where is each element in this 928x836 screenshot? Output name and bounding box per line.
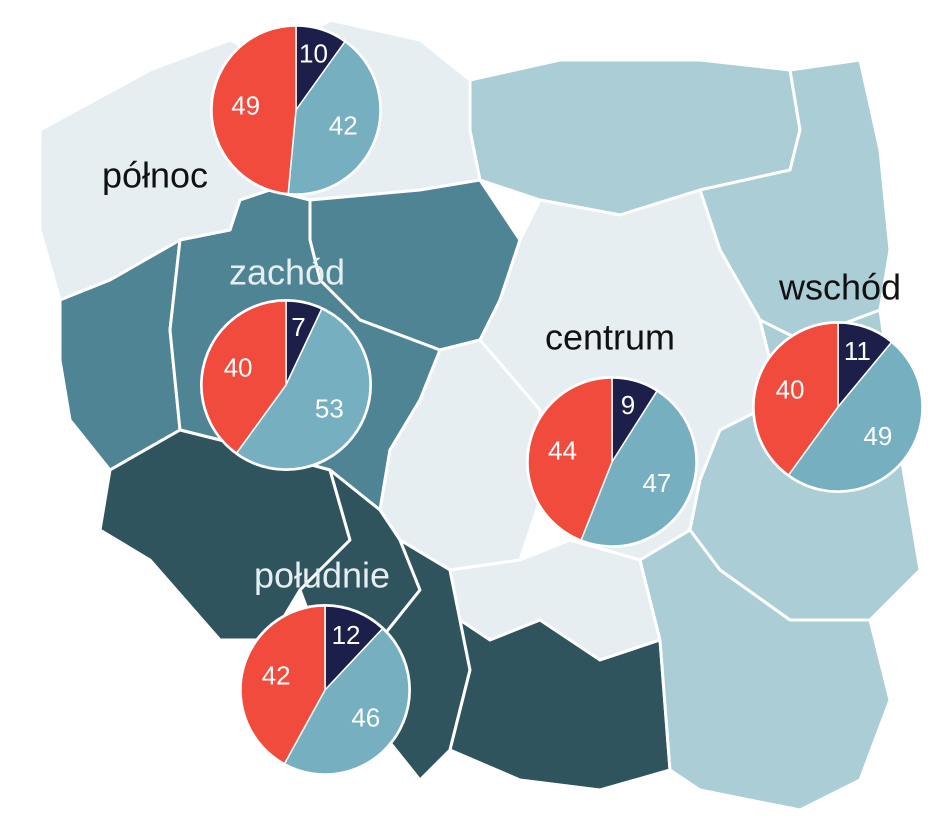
slice-label: 9 <box>621 390 635 420</box>
pie-slice <box>753 322 839 477</box>
region <box>638 528 892 812</box>
region-label: wschód <box>778 267 901 308</box>
slice-label: 10 <box>299 38 328 68</box>
slice-label: 12 <box>332 620 361 650</box>
region-label: północ <box>102 155 208 196</box>
pie-slice <box>283 627 410 775</box>
pie-slice <box>240 605 326 765</box>
slice-label: 53 <box>315 394 344 424</box>
pie-chart: północ 10 42 49 <box>102 24 382 196</box>
pie-slice <box>287 40 381 195</box>
slice-label: 40 <box>776 374 805 404</box>
region-label: zachód <box>229 252 345 293</box>
pie-slice <box>580 390 697 547</box>
region-label: południe <box>254 555 390 596</box>
pie-slice <box>787 341 923 492</box>
pie-slice <box>235 307 371 470</box>
slice-label: 49 <box>231 91 260 121</box>
slice-label: 47 <box>642 468 671 498</box>
slice-label: 11 <box>844 336 871 366</box>
slice-label: 42 <box>262 660 291 690</box>
slice-label: 49 <box>863 421 892 451</box>
pie-slice <box>201 300 287 455</box>
slice-label: 44 <box>548 435 577 465</box>
region-label: centrum <box>545 317 675 358</box>
pie-chart: centrum 9 47 44 <box>526 317 698 548</box>
slice-label: 46 <box>351 702 380 732</box>
pie-slice <box>527 377 613 542</box>
pie-chart: południe 12 46 42 <box>239 555 411 776</box>
pie-slice <box>324 605 384 692</box>
pie-chart: wschód 11 49 40 <box>752 267 924 493</box>
pies: północ 10 42 49 zachód 7 53 40 centrum 9 47 44 wschó… <box>102 24 924 776</box>
slice-label: 42 <box>329 111 358 141</box>
slice-label: 40 <box>224 352 253 382</box>
pie-chart: zachód 7 53 40 <box>200 252 372 471</box>
slice-label: 7 <box>291 312 305 342</box>
pie-slice <box>211 25 297 195</box>
